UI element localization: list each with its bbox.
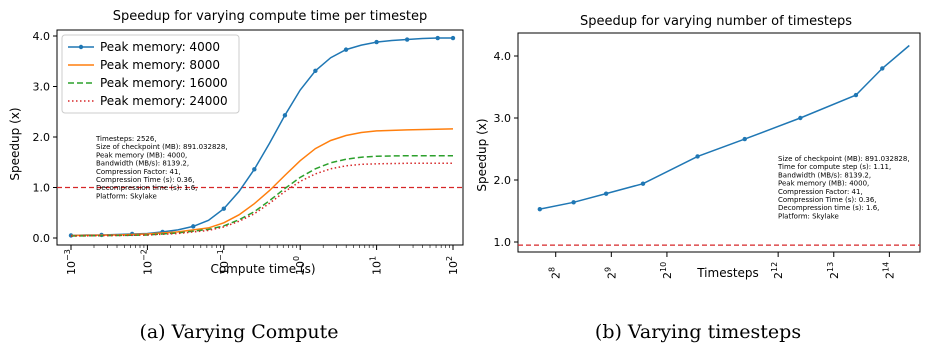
chart-b-title: Speedup for varying number of timesteps — [580, 14, 852, 29]
chart-b-annotation-line: Platform: Skylake — [778, 212, 839, 220]
chart-b-xtick-exponent: 13 — [826, 262, 835, 272]
chart-b-annotation-line: Peak memory (MB): 4000, — [778, 180, 869, 188]
chart-b-xtick-label: 210 — [659, 262, 674, 279]
chart-a-data-point — [282, 113, 288, 118]
chart-a-series-line — [70, 128, 454, 237]
chart-a-xtick-label: 10−3 — [63, 249, 78, 275]
chart-a-xlabel: Compute time (s) — [210, 262, 315, 276]
chart-b-xtick-label: 213 — [826, 262, 841, 279]
chart-b-frame — [517, 32, 921, 253]
chart-a-ytick-label: 3.0 — [33, 81, 51, 94]
chart-b-annotation-line: Decompression time (s): 1.6, — [778, 204, 879, 212]
chart-b-ytick-label: 3.0 — [494, 112, 512, 125]
chart-a-xtick-label: 101 — [369, 256, 384, 275]
chart-b-ytick-label: 1.0 — [494, 236, 512, 249]
chart-a-ytick-label: 1.0 — [33, 182, 51, 195]
chart-a-xtick-exponent: 1 — [369, 256, 378, 261]
chart-a-data-point — [313, 68, 318, 74]
chart-b-xtick-exponent: 10 — [659, 262, 668, 272]
chart-b: Speedup for varying number of timesteps … — [475, 14, 921, 280]
chart-b-xtick-exponent: 8 — [548, 267, 557, 272]
chart-b-data-point — [798, 115, 803, 121]
chart-a-xtick-label: 102 — [445, 256, 460, 275]
chart-a-annotation-line: Compression Time (s): 0.36, — [96, 176, 195, 184]
chart-a-ylabel: Speedup (x) — [8, 107, 22, 180]
chart-a-xtick-exponent: −1 — [216, 249, 225, 261]
chart-a-annotation-line: Size of checkpoint (MB): 891.032828, — [96, 143, 228, 151]
caption-a: (a) Varying Compute — [139, 321, 338, 343]
chart-b-ytick-label: 4.0 — [494, 50, 512, 63]
caption-b: (b) Varying timesteps — [595, 321, 801, 343]
chart-b-xtick-label: 212 — [770, 262, 785, 279]
chart-b-xlabel: Timesteps — [696, 266, 759, 280]
chart-a-annotation-line: Peak memory (MB): 4000, — [96, 151, 187, 159]
chart-a-xtick-exponent: 0 — [292, 256, 301, 261]
chart-a-legend-label: Peak memory: 8000 — [100, 58, 220, 72]
chart-a-annotation-line: Timesteps: 2526, — [95, 135, 157, 143]
chart-a-xtick-label: 10−2 — [139, 249, 154, 275]
chart-b-data-point — [603, 191, 609, 196]
chart-a-data-point — [343, 47, 349, 52]
chart-b-xtick-exponent: 14 — [881, 262, 890, 272]
chart-b-annotation-line: Compression Factor: 41, — [778, 188, 863, 196]
chart-a-xtick-exponent: −3 — [63, 249, 72, 261]
chart-b-xtick-label: 214 — [881, 262, 896, 279]
chart-b-annotation-line: Time for compute step (s): 1.11, — [777, 163, 891, 171]
chart-b-series-line — [539, 44, 910, 210]
chart-a-data-point — [404, 37, 410, 42]
chart-b-xtick-label: 28 — [548, 267, 563, 279]
chart-b-data-point — [742, 136, 747, 142]
chart-b-data-point — [880, 66, 885, 71]
chart-b-xtick-exponent: 12 — [770, 262, 779, 272]
chart-a-legend-label: Peak memory: 16000 — [100, 76, 228, 90]
chart-a-annotation-line: Compression Factor: 41, — [96, 168, 181, 176]
chart-a-series-line — [70, 162, 453, 237]
chart-b-annotation-line: Bandwidth (MB/s): 8139.2, — [778, 171, 871, 179]
chart-b-data-point — [640, 181, 646, 186]
chart-a-series-line — [70, 154, 453, 237]
chart-b-annotation-line: Size of checkpoint (MB): 891.032828, — [778, 155, 910, 163]
chart-b-annotation-line: Compression Time (s): 0.36, — [778, 196, 877, 204]
chart-b-xtick-label: 29 — [603, 267, 618, 279]
chart-a-ytick-label: 2.0 — [33, 131, 51, 144]
chart-a-xtick-exponent: 2 — [445, 256, 454, 261]
chart-a-data-point — [374, 39, 379, 45]
chart-a: Speedup for varying compute time per tim… — [8, 9, 464, 276]
chart-a-annotation-line: Bandwidth (MB/s): 8139.2, — [96, 160, 189, 168]
chart-a-legend — [61, 34, 240, 114]
chart-a-legend-marker — [78, 44, 84, 50]
chart-a-legend-label: Peak memory: 4000 — [100, 40, 220, 54]
chart-b-data-point — [695, 154, 700, 159]
chart-a-title: Speedup for varying compute time per tim… — [113, 9, 428, 24]
chart-a-data-point — [252, 167, 257, 172]
chart-a-legend-label: Peak memory: 24000 — [100, 94, 228, 108]
chart-a-annotation-line: Decompression time (s): 1.6, — [96, 184, 197, 192]
chart-a-data-point — [450, 35, 456, 41]
chart-b-ytick-label: 2.0 — [494, 174, 512, 187]
chart-a-data-point — [435, 35, 440, 41]
chart-a-xtick-label: 100 — [292, 256, 307, 275]
chart-b-data-point — [537, 206, 543, 212]
chart-a-ytick-label: 4.0 — [33, 30, 51, 43]
chart-a-xtick-label: 10−1 — [216, 249, 231, 275]
chart-a-xtick-exponent: −2 — [139, 249, 148, 261]
chart-b-data-point — [571, 200, 576, 205]
chart-b-xtick-exponent: 9 — [603, 267, 612, 272]
chart-b-data-point — [853, 92, 859, 98]
chart-a-ytick-label: 0.0 — [33, 232, 51, 245]
chart-a-annotation-line: Platform: Skylake — [96, 192, 157, 200]
chart-b-ylabel: Speedup (x) — [475, 118, 489, 191]
chart-a-data-point — [191, 224, 196, 229]
chart-a-data-point — [221, 206, 226, 211]
